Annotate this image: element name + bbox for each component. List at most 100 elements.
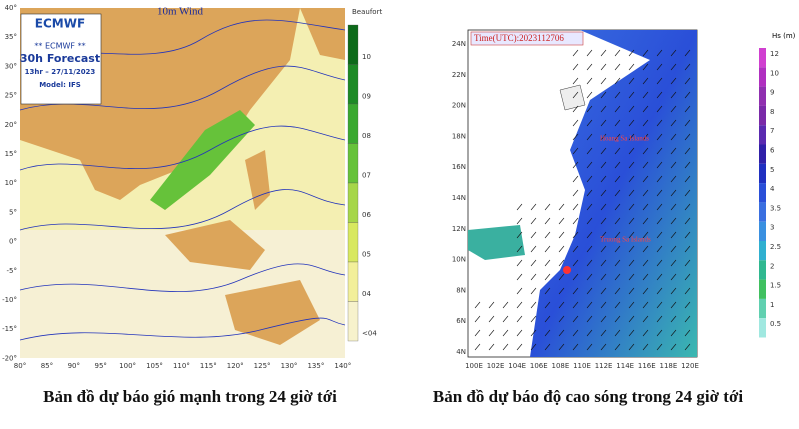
wave-arrow (586, 259, 593, 267)
wave-arrow (656, 259, 663, 267)
wave-arrow (600, 245, 607, 253)
legend-label: <04 (362, 330, 377, 338)
lon-label: 112E (595, 362, 613, 370)
wave-arrow (656, 147, 663, 155)
caption: Bản đồ dự báo độ cao sóng trong 24 giờ t… (433, 387, 743, 406)
legend-swatch (759, 86, 766, 106)
wave-arrow (684, 287, 691, 295)
wave-arrow (600, 105, 607, 113)
wave-arrow (642, 287, 649, 295)
wave-arrow (656, 189, 663, 197)
wave-arrow (614, 287, 621, 295)
lon-label: 90° (68, 362, 80, 370)
wave-arrow (586, 217, 593, 225)
wave-arrow (614, 245, 621, 253)
lon-label: 80° (14, 362, 26, 370)
wave-arrow (642, 175, 649, 183)
wave-arrow (516, 287, 523, 295)
wave-map: Time(UTC):2023112706 Hoang Sa Islands Tr… (467, 29, 796, 358)
wave-arrow (572, 91, 579, 99)
wave-arrow (516, 301, 523, 309)
wind-map: ECMWF ** ECMWF **30h Forecast 13hr – 27/1… (19, 6, 382, 358)
wave-arrow (628, 287, 635, 295)
wave-arrow (656, 245, 663, 253)
wave-arrow (684, 231, 691, 239)
wave-arrow (586, 315, 593, 323)
wave-arrow (614, 259, 621, 267)
wave-arrow (642, 273, 649, 281)
wave-arrow (586, 133, 593, 141)
legend-label: 9 (770, 89, 774, 97)
wave-arrow (572, 147, 579, 155)
legend-swatch (759, 260, 766, 280)
land (165, 220, 265, 270)
wave-arrow (586, 49, 593, 57)
wave-arrow (502, 343, 509, 351)
wave-arrow (628, 245, 635, 253)
wave-arrow (670, 301, 677, 309)
wave-arrow (670, 329, 677, 337)
wave-arrow (614, 175, 621, 183)
wave-arrow (656, 329, 663, 337)
wave-arrow (586, 189, 593, 197)
wave-arrow (600, 189, 607, 197)
legend-label: 04 (362, 290, 371, 298)
lat-label: 14N (452, 194, 466, 202)
lat-label: 20N (452, 102, 466, 110)
wave-arrow (530, 231, 537, 239)
wave-arrow (502, 315, 509, 323)
wave-arrow (600, 329, 607, 337)
wave-arrow (684, 133, 691, 141)
wave-arrow (642, 77, 649, 85)
lat-label: 40° (5, 4, 17, 12)
wave-arrow (628, 273, 635, 281)
lat-label: 5° (9, 208, 17, 216)
wave-arrow (586, 203, 593, 211)
wave-arrow (656, 133, 663, 141)
wave-arrow (614, 119, 621, 127)
info-line: 30h Forecast (20, 52, 100, 65)
wave-arrow (530, 217, 537, 225)
wave-arrow (558, 287, 565, 295)
legend-label: 10 (770, 69, 779, 77)
legend-swatch (759, 183, 766, 203)
lon-label: 120E (681, 362, 699, 370)
wave-arrow (614, 133, 621, 141)
wave-arrow (684, 329, 691, 337)
legend-label: 5 (770, 166, 774, 174)
lon-label: 120° (227, 362, 244, 370)
wave-arrow (488, 329, 495, 337)
sea (468, 225, 525, 260)
legend-swatch (759, 202, 766, 222)
wave-arrow (474, 329, 481, 337)
wave-arrow (642, 189, 649, 197)
wave-arrow (684, 343, 691, 351)
lon-label: 95° (94, 362, 106, 370)
wave-arrow (628, 49, 635, 57)
wave-arrow (572, 189, 579, 197)
wave-arrow (656, 217, 663, 225)
legend-swatch (759, 163, 766, 184)
wave-arrow (628, 91, 635, 99)
wave-arrow (670, 203, 677, 211)
lon-label: 115° (200, 362, 217, 370)
wave-arrow (586, 245, 593, 253)
lon-label: 116E (638, 362, 656, 370)
wave-arrow (600, 63, 607, 71)
land (225, 280, 320, 345)
wave-arrow (684, 175, 691, 183)
wave-arrow (628, 301, 635, 309)
wave-arrow (572, 301, 579, 309)
wave-arrow (600, 203, 607, 211)
wave-arrow (516, 217, 523, 225)
legend-swatch (759, 221, 766, 241)
wave-arrow (670, 133, 677, 141)
wave-arrow (684, 161, 691, 169)
wave-arrow (670, 161, 677, 169)
wave-arrow (656, 231, 663, 239)
land (245, 150, 270, 210)
legend-label: 0.5 (770, 320, 781, 328)
time-label: Time(UTC):2023112706 (474, 33, 564, 43)
wave-arrow (558, 245, 565, 253)
wave-arrow (642, 63, 649, 71)
